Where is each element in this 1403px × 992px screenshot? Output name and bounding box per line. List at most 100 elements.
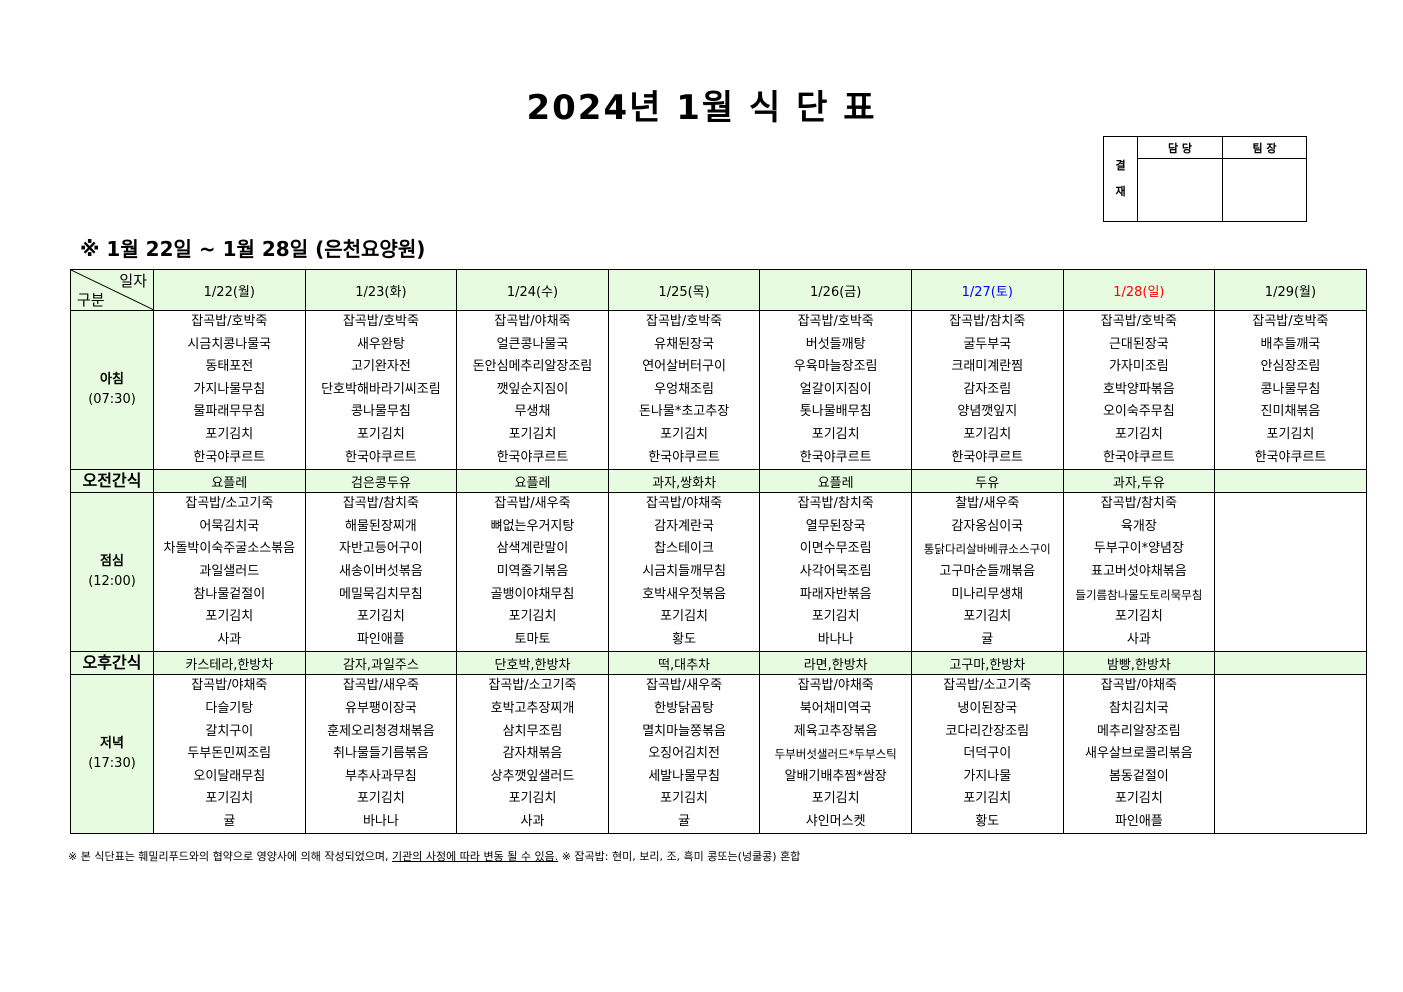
menu-item: 상추깻잎샐러드	[490, 768, 575, 784]
menu-item: 토마토	[514, 631, 551, 647]
menu-item: 한국야쿠르트	[193, 449, 266, 465]
menu-item: 들기름참나물도토리묵무침	[1075, 587, 1203, 602]
menu-item: 찹스테이크	[654, 541, 714, 557]
menu-item: 크래미계란찜	[951, 359, 1024, 375]
snack-cell: 검은콩두유	[304, 469, 458, 494]
snack-row: 오후간식 카스테라,한방차 감자,과일주스 단호박,한방차 떡,대추차 라면,한방차 고구마…	[70, 651, 1367, 676]
menu-item: 메밀묵김치무침	[339, 586, 423, 602]
menu-item: 포기김치	[205, 791, 254, 807]
menu-item: 잡곡밥/새우죽	[646, 678, 723, 694]
menu-cell: 잡곡밥/야채죽 얼큰콩나물국 돈안심메추리알장조림 깻잎순지짐이 무생채 포기김치 한국야쿠…	[456, 309, 609, 471]
menu-item: 무생채	[514, 404, 551, 420]
menu-item: 잡곡밥/참치죽	[797, 496, 874, 512]
meal-row: 아침 (07:30) 잡곡밥/호박죽 시금치콩나물국 동태포전 가지나물무침 물파래무무침 포…	[70, 309, 1367, 471]
menu-cell: 찰밥/새우죽 감자옹심이국 통닭다리살바베큐소스구이 고구마순들깨볶음 미나리무생채 포기…	[910, 492, 1064, 653]
menu-cell: 잡곡밥/호박죽 버섯들깨탕 우육마늘장조림 얼갈이지짐이 톳나물배무침 포기김치 한국야쿠르…	[759, 309, 912, 471]
menu-item: 오징어김치전	[648, 746, 720, 762]
menu-item: 돈안심메추리알장조림	[472, 359, 593, 375]
menu-item: 포기김치	[1114, 426, 1163, 442]
snack-cell: 단호박,한방차	[456, 651, 609, 676]
menu-item	[1215, 698, 1366, 721]
menu-item: 감자계란국	[654, 518, 714, 534]
menu-item: 가자미조림	[1108, 359, 1169, 375]
row-label: 저녁 (17:30)	[70, 674, 154, 835]
menu-item: 두부돈민찌조림	[187, 746, 272, 762]
menu-item	[1215, 788, 1366, 811]
menu-item: 유부팽이장국	[345, 700, 417, 716]
menu-item: 잡곡밥/호박죽	[191, 314, 268, 329]
menu-item: 다슬기탕	[205, 700, 254, 716]
menu-item: 한국야쿠르트	[951, 449, 1024, 465]
menu-item: 톳나물배무침	[799, 404, 872, 420]
menu-item: 잡곡밥/호박죽	[1252, 314, 1329, 329]
header-row: 일자 구분 1/22(월) 1/23(화) 1/24(수) 1/25(목) 1/26(금) 1…	[70, 269, 1367, 311]
footnote-grain-note: ※ 잡곡밥: 현미, 보리, 조, 흑미 콩또는(넝쿨콩) 혼합	[558, 850, 801, 863]
menu-item: 코다리간장조림	[945, 723, 1030, 739]
menu-item: 잡곡밥/호박죽	[646, 314, 723, 329]
snack-row: 오전간식 요플레 검은콩두유 요플레 과자,쌍화차 요플레 두유 과자,두유	[70, 469, 1367, 494]
menu-item: 냉이된장국	[957, 700, 1018, 716]
snack-cell: 과자,쌍화차	[607, 469, 761, 494]
menu-item	[1215, 538, 1366, 561]
menu-item: 더덕구이	[963, 746, 1012, 762]
snack-cell: 두유	[910, 469, 1064, 494]
row-label-name: 오전간식	[82, 471, 142, 491]
menu-item	[1215, 584, 1366, 607]
meal-row: 점심 (12:00) 잡곡밥/소고기죽 어묵김치국 차돌박이숙주굴소스볶음 과일샐러드 참나…	[70, 492, 1367, 653]
snack-cell: 떡,대추차	[607, 651, 761, 676]
menu-item: 한국야쿠르트	[1102, 449, 1175, 465]
menu-item: 두부구이*양념장	[1093, 541, 1184, 557]
approval-box: 결 재 담 당 팀 장	[1103, 136, 1307, 222]
menu-cell: 잡곡밥/소고기죽 냉이된장국 코다리간장조림 더덕구이 가지나물 포기김치 황도	[910, 674, 1064, 835]
menu-item: 잡곡밥/소고기죽	[488, 678, 577, 694]
approval-sign-manager[interactable]	[1137, 158, 1223, 222]
menu-item: 사각어묵조림	[799, 563, 872, 579]
approval-sign-leader[interactable]	[1222, 158, 1307, 222]
menu-item: 가지나물	[963, 768, 1012, 784]
menu-item: 우엉채조림	[654, 381, 714, 397]
menu-item: 연어살버터구이	[642, 359, 726, 375]
menu-item	[1215, 811, 1366, 834]
menu-item: 포기김치	[660, 791, 708, 807]
menu-item: 미나리무생채	[951, 586, 1024, 602]
menu-item: 사과	[520, 813, 545, 829]
menu-item: 부추사과무침	[345, 768, 417, 784]
approval-col-leader: 팀 장	[1222, 136, 1307, 159]
menu-item	[1215, 516, 1366, 539]
menu-item: 세발나물무침	[648, 768, 720, 784]
menu-item: 취나물들기름볶음	[333, 746, 429, 762]
menu-item: 오이숙주무침	[1102, 404, 1175, 420]
menu-item: 참나물겉절이	[193, 586, 266, 602]
menu-item: 포기김치	[660, 426, 708, 442]
snack-cell: 요플레	[456, 469, 609, 494]
menu-item: 콩나물무침	[350, 404, 411, 420]
menu-item	[1215, 675, 1366, 698]
menu-item: 잡곡밥/참치죽	[342, 496, 419, 512]
menu-item: 호박양파볶음	[1102, 381, 1175, 397]
corner-date-label: 일자	[119, 272, 147, 290]
menu-item: 차돌박이숙주굴소스볶음	[163, 541, 296, 557]
menu-item	[1215, 606, 1366, 629]
menu-cell: 잡곡밥/야채죽 감자계란국 찹스테이크 시금치들깨무침 호박새우젓볶음 포기김치 황도	[607, 492, 761, 653]
menu-item	[1215, 721, 1366, 744]
menu-item: 시금치콩나물국	[187, 336, 272, 352]
menu-item: 포기김치	[508, 609, 557, 625]
menu-item	[1215, 766, 1366, 789]
day-header: 1/26(금)	[759, 269, 912, 311]
menu-item: 포기김치	[811, 609, 860, 625]
menu-item: 잡곡밥/야채죽	[494, 314, 571, 329]
menu-item: 시금치들깨무침	[642, 563, 726, 579]
menu-item: 호박새우젓볶음	[642, 586, 726, 602]
menu-item: 새우살브로콜리볶음	[1085, 746, 1193, 762]
corner-category-label: 구분	[77, 291, 105, 309]
day-header: 1/23(화)	[304, 269, 458, 311]
menu-item: 얼큰콩나물국	[496, 336, 569, 352]
menu-item: 포기김치	[660, 609, 708, 625]
snack-cell: 카스테라,한방차	[153, 651, 306, 676]
menu-cell: 잡곡밥/소고기죽 어묵김치국 차돌박이숙주굴소스볶음 과일샐러드 참나물겉절이 포기김치 사…	[153, 492, 306, 653]
day-header: 1/22(월)	[153, 269, 306, 311]
menu-item	[1215, 493, 1366, 516]
menu-item: 뼈없는우거지탕	[490, 518, 575, 534]
week-subtitle: ※ 1월 22일 ~ 1월 28일 (은천요양원)	[80, 237, 426, 261]
